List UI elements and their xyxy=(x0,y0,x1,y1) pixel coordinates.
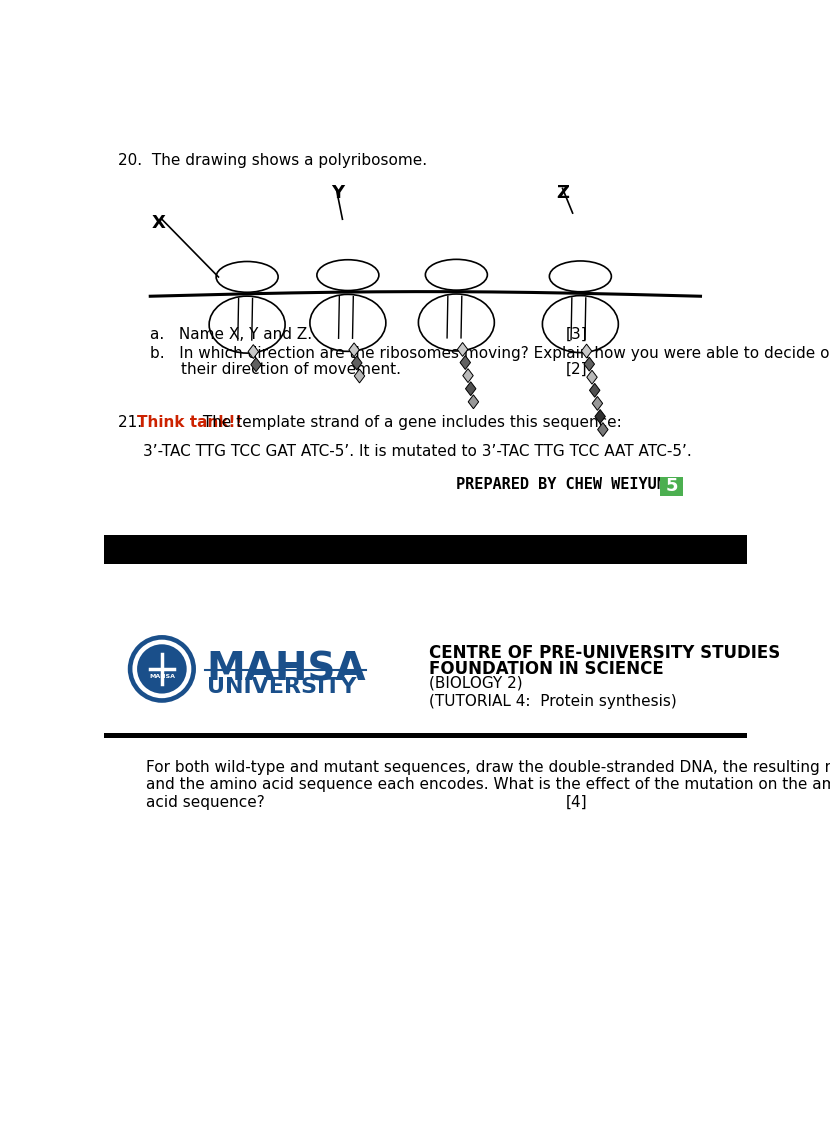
Ellipse shape xyxy=(542,296,618,353)
Text: UNIVERSITY: UNIVERSITY xyxy=(207,677,356,697)
Polygon shape xyxy=(354,369,364,383)
Text: 20.  The drawing shows a polyribosome.: 20. The drawing shows a polyribosome. xyxy=(118,153,427,168)
Text: [4]: [4] xyxy=(566,795,588,810)
Polygon shape xyxy=(349,342,359,357)
Text: and the amino acid sequence each encodes. What is the effect of the mutation on : and the amino acid sequence each encodes… xyxy=(146,778,830,793)
Polygon shape xyxy=(468,395,479,408)
Ellipse shape xyxy=(426,260,487,290)
Ellipse shape xyxy=(317,260,378,290)
Ellipse shape xyxy=(418,294,495,352)
Text: For both wild-type and mutant sequences, draw the double-stranded DNA, the resul: For both wild-type and mutant sequences,… xyxy=(146,760,830,775)
Circle shape xyxy=(137,644,187,694)
Circle shape xyxy=(133,640,192,699)
Text: 3’-TAC TTG TCC GAT ATC-5’. It is mutated to 3’-TAC TTG TCC AAT ATC-5’.: 3’-TAC TTG TCC GAT ATC-5’. It is mutated… xyxy=(143,445,691,459)
Polygon shape xyxy=(248,345,259,358)
Polygon shape xyxy=(598,423,608,437)
Bar xyxy=(660,477,683,496)
Text: (BIOLOGY 2): (BIOLOGY 2) xyxy=(429,675,523,691)
Text: their direction of movement.: their direction of movement. xyxy=(181,362,401,376)
Text: X: X xyxy=(152,214,166,231)
Text: [2]: [2] xyxy=(566,362,588,376)
Text: 5: 5 xyxy=(666,476,678,494)
Text: MAHSA: MAHSA xyxy=(207,651,367,688)
Text: MAHSA: MAHSA xyxy=(149,674,175,679)
Text: b.   In which direction are the ribosomes moving? Explain how you were able to d: b. In which direction are the ribosomes … xyxy=(150,346,830,361)
Text: (TUTORIAL 4:  Protein synthesis): (TUTORIAL 4: Protein synthesis) xyxy=(429,694,677,709)
Text: [3]: [3] xyxy=(566,327,588,342)
Polygon shape xyxy=(466,382,476,396)
Polygon shape xyxy=(460,356,471,370)
Bar xyxy=(104,733,747,738)
Text: Z: Z xyxy=(556,184,569,202)
Polygon shape xyxy=(457,342,468,356)
Text: The template strand of a gene includes this sequence:: The template strand of a gene includes t… xyxy=(198,415,622,430)
Ellipse shape xyxy=(310,295,386,352)
Ellipse shape xyxy=(549,261,612,291)
Ellipse shape xyxy=(209,296,285,353)
Polygon shape xyxy=(587,371,598,384)
Text: PREPARED BY CHEW WEIYUN: PREPARED BY CHEW WEIYUN xyxy=(457,477,666,492)
Polygon shape xyxy=(584,357,594,371)
Ellipse shape xyxy=(216,262,278,293)
Text: 21.: 21. xyxy=(118,415,147,430)
Bar xyxy=(104,535,747,565)
Polygon shape xyxy=(592,397,603,411)
Polygon shape xyxy=(463,369,473,382)
Text: acid sequence?: acid sequence? xyxy=(146,795,265,810)
Text: Y: Y xyxy=(332,184,344,202)
Circle shape xyxy=(128,635,196,703)
Polygon shape xyxy=(581,344,592,358)
Text: CENTRE OF PRE-UNIVERSITY STUDIES: CENTRE OF PRE-UNIVERSITY STUDIES xyxy=(429,644,780,662)
Polygon shape xyxy=(352,356,362,370)
Text: Think tank!!: Think tank!! xyxy=(137,415,242,430)
Polygon shape xyxy=(589,383,600,397)
Polygon shape xyxy=(595,409,605,423)
Text: FOUNDATION IN SCIENCE: FOUNDATION IN SCIENCE xyxy=(429,660,664,678)
Text: a.   Name X, Y and Z.: a. Name X, Y and Z. xyxy=(150,327,312,342)
Polygon shape xyxy=(251,357,261,372)
